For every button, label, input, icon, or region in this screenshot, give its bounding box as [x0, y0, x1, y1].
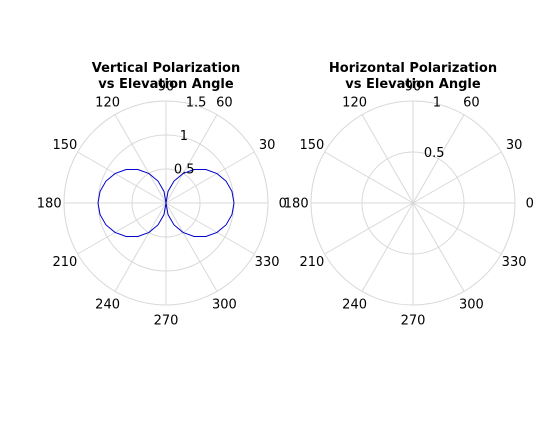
- theta-tick-label-90: 90: [158, 80, 175, 95]
- theta-tick-label-270: 270: [401, 313, 426, 328]
- theta-tick-label-120: 120: [342, 95, 367, 110]
- grid-spoke-210: [77, 202, 167, 255]
- chart-title-line-1: Horizontal Polarization: [329, 61, 497, 76]
- theta-tick-label-180: 180: [284, 197, 309, 212]
- polar-plot-vertical: Vertical Polarization vs Elevation Angle…: [37, 61, 287, 328]
- grid-spoke-210: [324, 202, 414, 255]
- grid-spoke-240: [361, 202, 414, 292]
- grid-spoke-120: [114, 114, 167, 204]
- theta-tick-label-120: 120: [95, 95, 120, 110]
- grid-spoke-60: [412, 114, 465, 204]
- theta-tick-label-240: 240: [342, 298, 367, 313]
- r-tick-label-1: 1: [180, 129, 188, 144]
- theta-tick-label-90: 90: [405, 80, 422, 95]
- chart-title-line-1: Vertical Polarization: [92, 61, 240, 76]
- grid-spoke-300: [165, 202, 218, 292]
- r-tick-label-1: 1: [433, 96, 441, 111]
- grid-spoke-150: [324, 151, 414, 204]
- theta-tick-label-0: 0: [279, 197, 287, 212]
- theta-tick-label-180: 180: [37, 197, 62, 212]
- theta-tick-label-300: 300: [212, 298, 237, 313]
- theta-tick-label-210: 210: [299, 255, 324, 270]
- grid-spoke-60: [165, 114, 218, 204]
- theta-tick-label-300: 300: [459, 298, 484, 313]
- grid-spoke-120: [361, 114, 414, 204]
- grid-spoke-240: [114, 202, 167, 292]
- theta-tick-label-330: 330: [255, 255, 280, 270]
- theta-tick-label-150: 150: [299, 138, 324, 153]
- chart-title-line-2: vs Elevation Angle: [98, 77, 234, 92]
- theta-tick-label-30: 30: [506, 138, 523, 153]
- grid-spoke-330: [165, 202, 255, 255]
- theta-tick-label-60: 60: [216, 95, 233, 110]
- theta-tick-label-30: 30: [259, 138, 276, 153]
- theta-tick-label-240: 240: [95, 298, 120, 313]
- series-line-0: [97, 169, 235, 237]
- grid-spoke-300: [412, 202, 465, 292]
- grid-spoke-30: [412, 151, 502, 204]
- r-tick-label-0-5: 0.5: [174, 163, 195, 178]
- r-tick-label-1-5: 1.5: [186, 96, 207, 111]
- theta-tick-label-210: 210: [52, 255, 77, 270]
- theta-tick-label-60: 60: [463, 95, 480, 110]
- grid-spoke-30: [165, 151, 255, 204]
- theta-tick-label-0: 0: [526, 197, 534, 212]
- theta-tick-label-150: 150: [52, 138, 77, 153]
- theta-tick-label-270: 270: [154, 313, 179, 328]
- polar-plot-horizontal: Horizontal Polarization vs Elevation Ang…: [284, 61, 534, 328]
- theta-tick-label-330: 330: [502, 255, 527, 270]
- grid-spoke-150: [77, 151, 167, 204]
- r-tick-label-0-5: 0.5: [424, 146, 445, 161]
- chart-title-line-2: vs Elevation Angle: [345, 77, 481, 92]
- grid-spoke-330: [412, 202, 502, 255]
